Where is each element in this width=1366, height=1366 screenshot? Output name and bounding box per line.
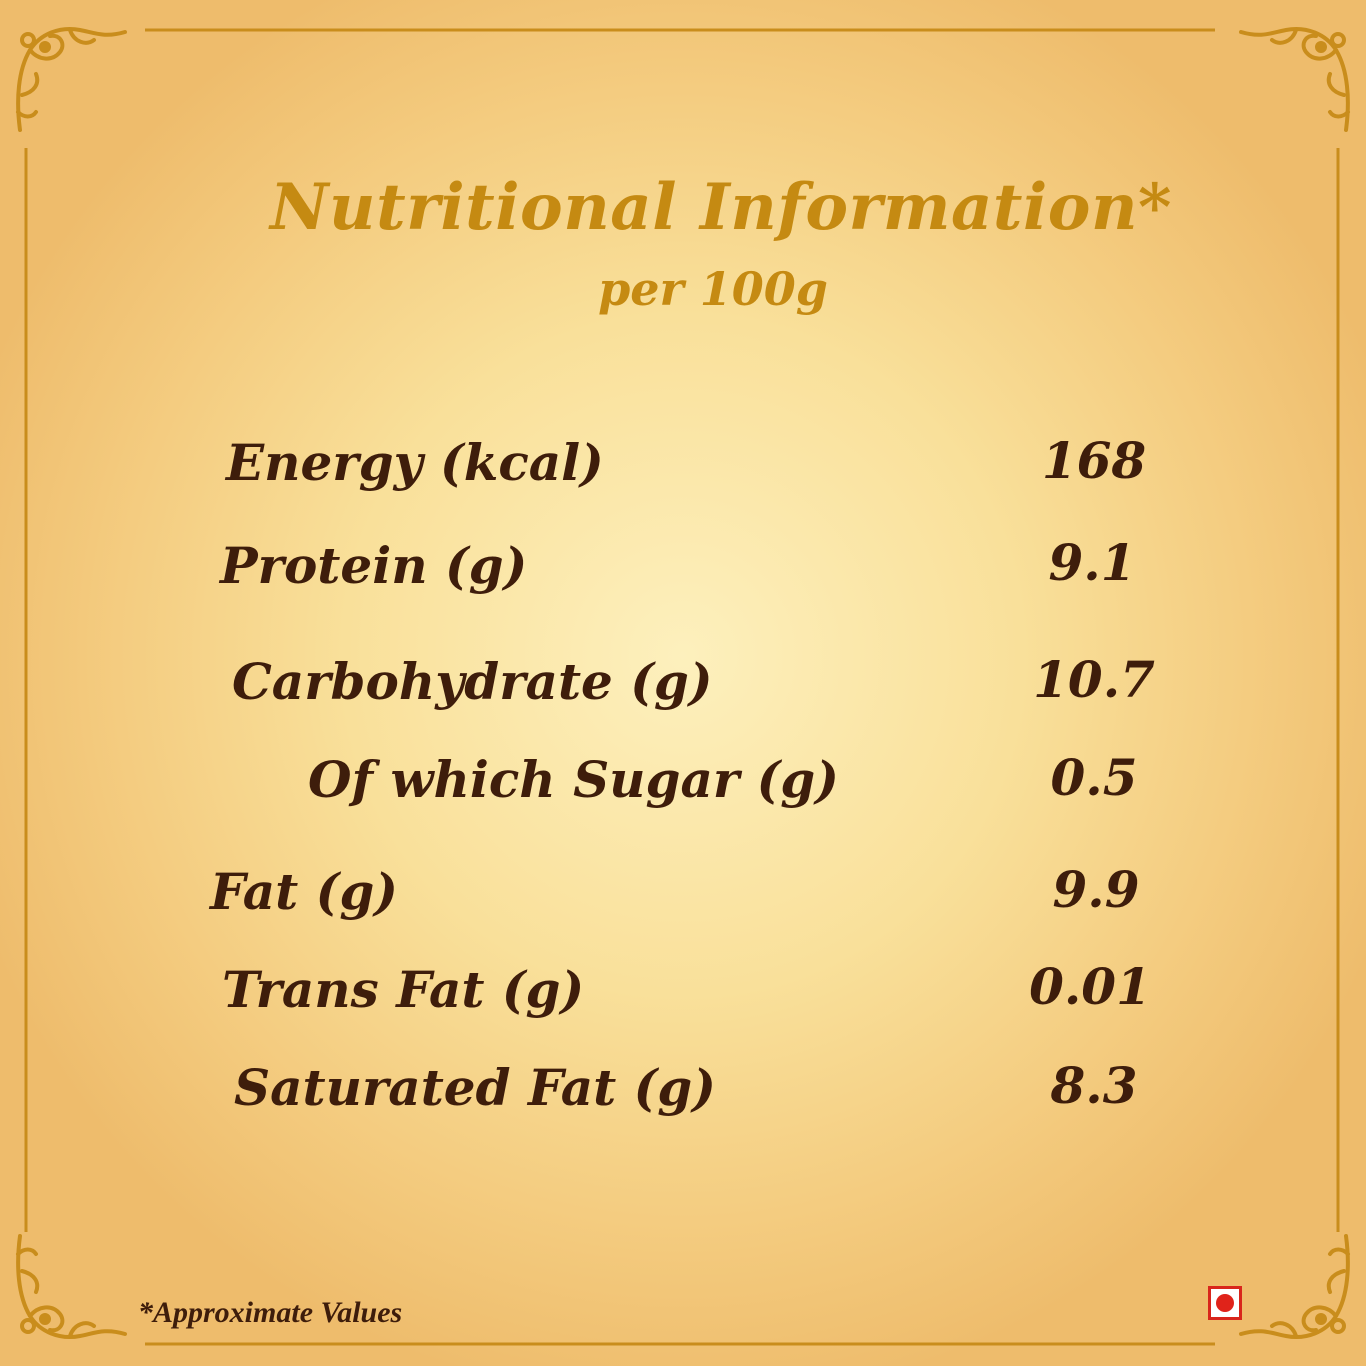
nutrient-value-energy: 168 xyxy=(1041,431,1147,490)
page-subtitle: per 100g xyxy=(598,262,828,316)
nutrient-value-fat: 9.9 xyxy=(1052,860,1140,919)
nutrient-label-protein: Protein (g) xyxy=(220,536,528,595)
ornamental-flourish-icon xyxy=(1239,27,1350,132)
nutrient-value-sugar: 0.5 xyxy=(1050,748,1138,807)
nutrient-label-saturated-fat: Saturated Fat (g) xyxy=(234,1058,716,1117)
nutrient-label-energy: Energy (kcal) xyxy=(226,433,604,492)
mark-dot xyxy=(1216,1294,1234,1312)
footnote: *Approximate Values xyxy=(138,1296,403,1329)
nutrient-value-trans-fat: 0.01 xyxy=(1029,957,1151,1016)
ornamental-flourish-icon xyxy=(16,1234,127,1339)
nutrient-value-carbohydrate: 10.7 xyxy=(1033,650,1155,709)
nutrient-label-carbohydrate: Carbohydrate (g) xyxy=(232,652,713,711)
ornamental-flourish-icon xyxy=(1239,1234,1350,1339)
nutrient-value-saturated-fat: 8.3 xyxy=(1050,1056,1138,1115)
ornamental-flourish-icon xyxy=(16,27,127,132)
nutrient-label-fat: Fat (g) xyxy=(210,862,398,921)
nutrient-label-trans-fat: Trans Fat (g) xyxy=(222,960,585,1019)
nutrient-value-protein: 9.1 xyxy=(1048,533,1136,592)
non-vegetarian-mark-icon xyxy=(1208,1286,1242,1320)
nutrient-label-sugar: Of which Sugar (g) xyxy=(308,750,839,809)
page-title: Nutritional Information* xyxy=(270,170,1172,245)
